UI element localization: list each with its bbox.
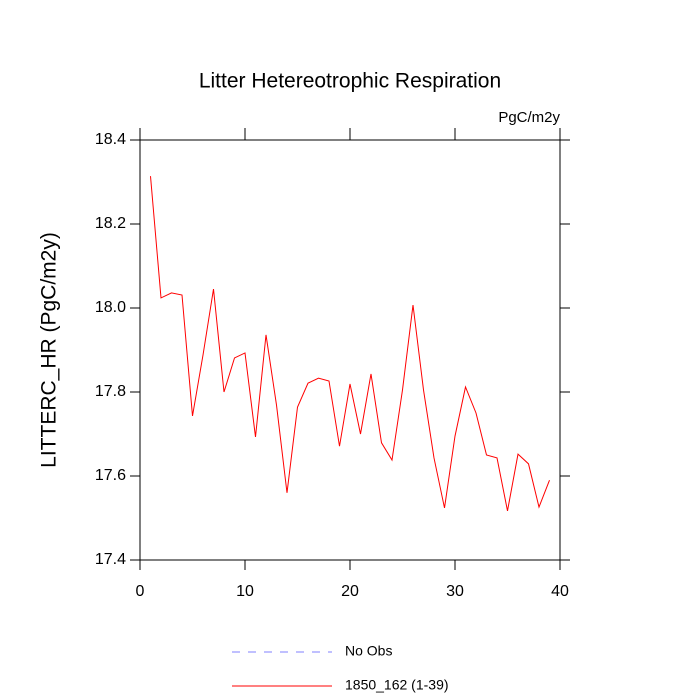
y-tick-label: 17.6 [95, 467, 126, 484]
units-label: PgC/m2y [498, 109, 560, 126]
y-tick-label: 18.2 [95, 215, 126, 232]
x-tick-label: 0 [136, 583, 145, 600]
legend-label: No Obs [345, 643, 392, 659]
y-tick-label: 18.4 [95, 131, 126, 148]
y-axis-label: LITTERC_HR (PgC/m2y) [38, 232, 61, 468]
x-tick-label: 20 [341, 583, 359, 600]
legend-label: 1850_162 (1-39) [345, 677, 449, 693]
x-tick-label: 30 [446, 583, 464, 600]
x-tick-label: 10 [236, 583, 254, 600]
x-tick-label: 40 [551, 583, 569, 600]
y-tick-label: 17.8 [95, 383, 126, 400]
plot-frame [139, 139, 561, 561]
y-tick-label: 17.4 [95, 551, 126, 568]
y-tick-label: 18.0 [95, 299, 126, 316]
data-line [150, 176, 550, 511]
chart-title: Litter Hetereotrophic Respiration [199, 70, 501, 93]
